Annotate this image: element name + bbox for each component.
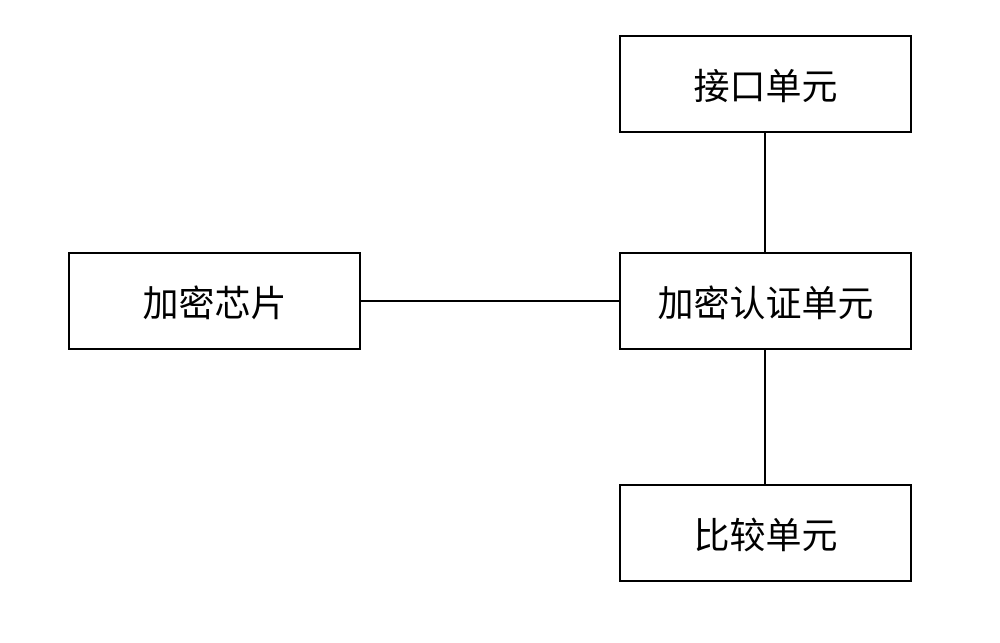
node-label: 比较单元 bbox=[693, 507, 837, 559]
node-label: 加密认证单元 bbox=[657, 275, 873, 327]
node-interface-unit: 接口单元 bbox=[619, 35, 912, 133]
node-label: 加密芯片 bbox=[142, 275, 286, 327]
node-encryption-auth-unit: 加密认证单元 bbox=[619, 252, 912, 350]
node-encryption-chip: 加密芯片 bbox=[68, 252, 361, 350]
edge-chip-to-auth bbox=[361, 300, 619, 302]
edge-auth-to-comparison bbox=[764, 350, 766, 484]
node-label: 接口单元 bbox=[693, 58, 837, 110]
node-comparison-unit: 比较单元 bbox=[619, 484, 912, 582]
edge-interface-to-auth bbox=[764, 133, 766, 252]
